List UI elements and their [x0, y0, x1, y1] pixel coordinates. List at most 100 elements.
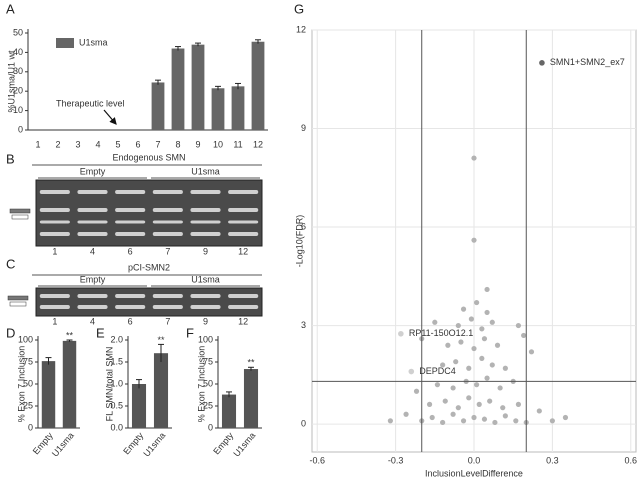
gel-band — [115, 220, 146, 224]
gel-band — [152, 294, 183, 298]
point — [471, 237, 477, 243]
x-tick-label: 4 — [95, 139, 100, 149]
x-axis-title: InclusionLevelDifference — [425, 468, 523, 478]
point — [497, 385, 503, 391]
point — [489, 362, 495, 368]
y-axis-title: %U1sma/U1 wt — [6, 50, 16, 113]
gel-band — [228, 294, 259, 298]
point — [479, 326, 485, 332]
bar — [251, 41, 265, 131]
point — [474, 299, 480, 306]
point-label: SMN1+SMN2_ex7 — [550, 57, 625, 67]
gel-band — [152, 232, 183, 236]
point — [521, 332, 527, 339]
point — [403, 411, 409, 417]
bar — [131, 384, 147, 428]
point — [481, 416, 488, 422]
gel-group: U1sma — [191, 166, 220, 176]
gel-band — [190, 232, 221, 236]
y-axis-title: -Log10(FDR) — [294, 215, 304, 268]
point — [442, 398, 448, 404]
panel-label: F — [186, 325, 194, 340]
point — [466, 395, 472, 401]
gel-band — [228, 305, 259, 309]
y-axis-title: % Exon 7 Inclusion — [196, 346, 206, 423]
point — [500, 405, 506, 411]
gel-title: Endogenous SMN — [112, 152, 185, 162]
gel-band — [190, 220, 221, 224]
y-tick-label: 1.0 — [110, 378, 123, 388]
y-axis-title: % Exon 7 Inclusion — [16, 346, 26, 423]
point — [471, 345, 477, 352]
point — [487, 398, 493, 404]
x-tick-label: 10 — [213, 139, 223, 149]
bar — [231, 86, 245, 130]
point — [450, 411, 456, 417]
gel-band — [77, 208, 108, 212]
bar — [171, 48, 185, 130]
gel-group: Empty — [80, 166, 106, 176]
panel-label: A — [6, 1, 15, 16]
y-tick-label: 30 — [13, 66, 23, 76]
gel-band — [39, 208, 70, 212]
gel-band — [77, 220, 108, 224]
lane-label: 1 — [52, 246, 57, 256]
gel-band — [228, 232, 259, 236]
x-tick-label: 0.6 — [625, 455, 638, 465]
x-tick-label: 12 — [253, 139, 263, 149]
x-tick-label: U1sma — [141, 430, 167, 458]
point — [387, 418, 393, 424]
y-tick-label: 50 — [13, 27, 23, 37]
point — [515, 322, 522, 329]
point — [458, 339, 464, 345]
gel-band — [152, 305, 183, 309]
point — [434, 382, 441, 388]
point — [513, 418, 519, 424]
highlight-point — [398, 330, 404, 337]
y-tick-label: 2.0 — [110, 334, 123, 344]
x-tick-label: 1 — [35, 139, 40, 149]
x-tick-label: 5 — [115, 139, 120, 149]
y-tick-label: 3 — [301, 320, 306, 330]
gel — [35, 287, 263, 317]
y-tick-label: 20 — [13, 86, 23, 96]
point — [484, 286, 490, 293]
x-tick-label: 0.0 — [468, 455, 481, 465]
gel-band — [39, 232, 70, 236]
lane-label: 12 — [238, 246, 248, 256]
gel-band — [228, 208, 259, 212]
bar — [211, 88, 225, 130]
x-tick-label: 11 — [233, 139, 242, 149]
significance: ** — [66, 330, 74, 340]
gel-band — [152, 190, 183, 194]
legend-swatch — [56, 38, 74, 48]
point — [440, 419, 446, 426]
annotation-arrow — [103, 109, 117, 125]
point — [502, 365, 508, 371]
lane-label: 12 — [238, 316, 248, 326]
y-tick-label: 10 — [13, 105, 23, 115]
lane-label: 7 — [165, 246, 170, 256]
gel — [35, 179, 263, 247]
point — [466, 365, 472, 371]
point — [536, 408, 542, 414]
y-tick-label: 6 — [301, 221, 306, 231]
point — [484, 375, 490, 381]
gel-band — [39, 190, 70, 194]
gel-band — [39, 305, 70, 309]
highlight-point — [539, 60, 545, 66]
bar — [62, 340, 77, 428]
y-tick-label: 9 — [301, 123, 306, 133]
y-tick-label: 75 — [203, 356, 213, 366]
lane-label: 4 — [90, 316, 95, 326]
point — [484, 309, 490, 316]
point-label: DEPDC4 — [419, 366, 456, 376]
panel-label: B — [6, 151, 15, 166]
point — [492, 419, 498, 426]
x-tick-label: -0.3 — [388, 455, 404, 465]
x-tick-label: 2 — [55, 139, 60, 149]
point — [445, 342, 451, 348]
significance: ** — [247, 358, 255, 368]
point — [455, 322, 461, 329]
